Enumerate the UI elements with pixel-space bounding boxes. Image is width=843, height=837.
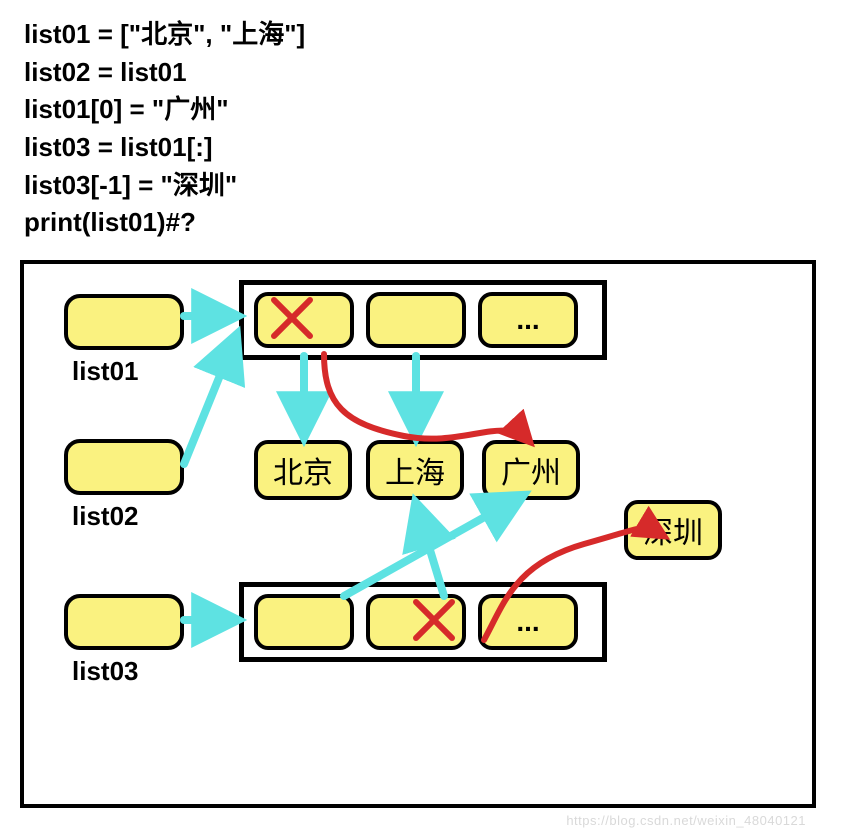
var-box-list03 <box>64 594 184 650</box>
value-beijing: 北京 <box>254 440 352 500</box>
value-shanghai: 上海 <box>366 440 464 500</box>
var-label-list02: list02 <box>72 501 139 532</box>
code-line-3: list01[0] = "广州" <box>24 91 819 129</box>
code-line-4: list03 = list01[:] <box>24 129 819 167</box>
top-slot-0 <box>254 292 354 348</box>
var-label-list03: list03 <box>72 656 139 687</box>
watermark: https://blog.csdn.net/weixin_48040121 <box>566 813 806 828</box>
code-line-1: list01 = ["北京", "上海"] <box>24 16 819 54</box>
var-box-list02 <box>64 439 184 495</box>
top-slot-2: ... <box>478 292 578 348</box>
code-block: list01 = ["北京", "上海"] list02 = list01 li… <box>0 0 843 250</box>
var-label-list01: list01 <box>72 356 139 387</box>
bot-slot-0 <box>254 594 354 650</box>
code-line-2: list02 = list01 <box>24 54 819 92</box>
value-guangzhou: 广州 <box>482 440 580 500</box>
diagram-frame: list01 list02 list03 ... 北京 上海 广州 深圳 ...… <box>20 260 816 808</box>
var-box-list01 <box>64 294 184 350</box>
value-shenzhen: 深圳 <box>624 500 722 560</box>
code-line-6: print(list01)#? <box>24 204 819 242</box>
bot-slot-1 <box>366 594 466 650</box>
code-line-5: list03[-1] = "深圳" <box>24 167 819 205</box>
top-slot-1 <box>366 292 466 348</box>
bot-slot-2: ... <box>478 594 578 650</box>
